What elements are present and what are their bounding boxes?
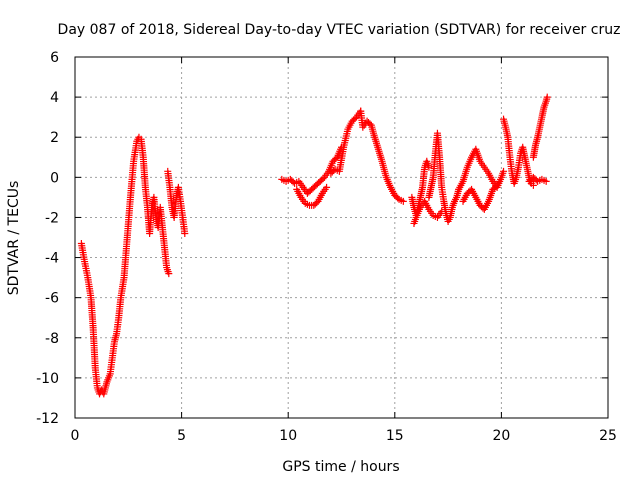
y-tick-label: -10 [36,371,59,387]
y-tick-label: 0 [50,170,59,186]
y-tick-label: -4 [45,251,59,267]
data-point [165,270,173,278]
data-point [394,194,402,202]
x-tick-label: 0 [71,428,80,444]
data-point [399,197,407,205]
y-tick-label: -6 [45,291,59,307]
y-tick-label: -2 [45,210,59,226]
data-point [425,163,433,171]
data-point [438,207,446,215]
x-axis-label: GPS time / hours [282,459,399,475]
tick-labels: 0 5 10 15 20 25 -12 -10 -8 -6 -4 -2 0 2 4 6 [36,50,617,444]
data-points [77,93,551,398]
y-axis-label: SDTVAR / TECUs [6,181,22,296]
chart-title: Day 087 of 2018, Sidereal Day-to-day VTE… [58,22,621,38]
grid [75,57,608,418]
data-point [493,181,501,189]
x-tick-label: 25 [599,428,617,444]
y-tick-label: 4 [50,90,59,106]
y-tick-label: 6 [50,50,59,66]
y-tick-label: -8 [45,331,59,347]
x-tick-label: 15 [386,428,404,444]
x-tick-label: 5 [177,428,186,444]
data-point [500,167,508,175]
x-tick-label: 10 [279,428,297,444]
data-point [181,229,189,237]
data-point [323,183,331,191]
data-point [529,181,537,189]
data-point [492,183,500,191]
data-point [543,93,551,101]
data-point [542,177,550,185]
y-tick-label: -12 [36,411,59,427]
y-tick-label: 2 [50,130,59,146]
plot-frame [74,56,609,419]
x-tick-label: 20 [492,428,510,444]
